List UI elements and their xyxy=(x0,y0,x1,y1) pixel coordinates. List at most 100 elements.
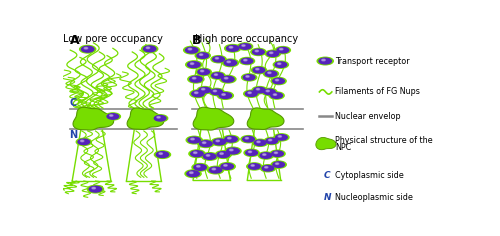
Circle shape xyxy=(274,94,276,95)
Circle shape xyxy=(82,46,94,52)
Circle shape xyxy=(146,47,150,49)
Circle shape xyxy=(273,162,284,167)
Text: Filaments of FG Nups: Filaments of FG Nups xyxy=(336,87,420,97)
Circle shape xyxy=(212,73,224,78)
Circle shape xyxy=(258,152,274,159)
Circle shape xyxy=(268,139,272,141)
Circle shape xyxy=(274,61,288,68)
Circle shape xyxy=(188,48,192,50)
Circle shape xyxy=(251,165,254,166)
Text: A: A xyxy=(70,34,79,47)
Circle shape xyxy=(190,76,202,82)
Circle shape xyxy=(211,56,226,63)
Circle shape xyxy=(202,88,205,90)
Circle shape xyxy=(266,90,270,92)
Circle shape xyxy=(210,167,222,173)
Circle shape xyxy=(262,154,266,155)
Circle shape xyxy=(196,165,200,167)
Circle shape xyxy=(241,136,256,143)
Circle shape xyxy=(226,45,239,51)
Circle shape xyxy=(191,151,203,157)
Circle shape xyxy=(275,62,286,67)
Circle shape xyxy=(212,138,228,146)
Circle shape xyxy=(84,47,87,49)
Circle shape xyxy=(252,139,268,146)
Circle shape xyxy=(198,69,209,75)
Circle shape xyxy=(271,161,286,168)
Text: N: N xyxy=(70,130,78,140)
Circle shape xyxy=(88,185,104,193)
Circle shape xyxy=(252,87,267,94)
Circle shape xyxy=(256,68,259,70)
Circle shape xyxy=(322,59,325,61)
Text: C: C xyxy=(324,171,330,180)
Circle shape xyxy=(271,93,282,98)
Circle shape xyxy=(154,116,166,121)
Circle shape xyxy=(159,153,162,154)
Circle shape xyxy=(221,164,234,169)
Circle shape xyxy=(254,140,266,146)
Text: NPC: NPC xyxy=(336,143,351,152)
Circle shape xyxy=(268,72,271,74)
Circle shape xyxy=(152,115,168,122)
Circle shape xyxy=(224,77,228,79)
Circle shape xyxy=(244,90,259,97)
Circle shape xyxy=(213,139,226,145)
Circle shape xyxy=(241,58,253,64)
Circle shape xyxy=(202,142,206,143)
Circle shape xyxy=(106,113,120,120)
Circle shape xyxy=(274,152,278,153)
Circle shape xyxy=(266,138,278,144)
Polygon shape xyxy=(127,108,164,130)
Circle shape xyxy=(219,93,232,98)
Circle shape xyxy=(248,92,252,93)
Circle shape xyxy=(220,76,236,83)
Circle shape xyxy=(256,88,260,90)
Circle shape xyxy=(212,56,224,62)
Circle shape xyxy=(245,137,248,139)
Circle shape xyxy=(156,152,168,157)
Circle shape xyxy=(240,44,251,49)
Text: B: B xyxy=(192,34,202,47)
Text: Nucleoplasmic side: Nucleoplasmic side xyxy=(336,193,413,202)
Circle shape xyxy=(257,141,260,143)
Circle shape xyxy=(208,166,224,174)
Circle shape xyxy=(264,167,268,168)
Text: High pore occupancy: High pore occupancy xyxy=(195,34,298,44)
Circle shape xyxy=(266,50,280,57)
Circle shape xyxy=(277,47,288,53)
Text: Physical structure of the: Physical structure of the xyxy=(336,135,433,145)
Circle shape xyxy=(244,59,247,61)
Circle shape xyxy=(260,165,276,172)
Circle shape xyxy=(223,135,239,143)
Circle shape xyxy=(190,90,206,97)
Circle shape xyxy=(190,63,194,64)
Circle shape xyxy=(255,50,258,52)
Circle shape xyxy=(252,49,264,55)
Circle shape xyxy=(227,148,239,154)
Circle shape xyxy=(270,52,273,54)
Circle shape xyxy=(317,57,334,65)
Circle shape xyxy=(271,77,286,84)
Circle shape xyxy=(254,87,266,93)
Circle shape xyxy=(216,140,220,142)
Circle shape xyxy=(186,136,202,144)
Circle shape xyxy=(214,74,218,75)
Circle shape xyxy=(251,48,266,55)
Circle shape xyxy=(197,53,208,58)
Circle shape xyxy=(217,92,234,99)
Polygon shape xyxy=(73,107,114,130)
Circle shape xyxy=(228,137,231,139)
Text: Transport receptor: Transport receptor xyxy=(336,57,410,66)
Circle shape xyxy=(76,138,92,145)
Circle shape xyxy=(269,92,284,99)
Circle shape xyxy=(216,151,232,158)
Circle shape xyxy=(274,134,289,141)
Circle shape xyxy=(267,51,278,56)
Circle shape xyxy=(242,45,245,46)
Circle shape xyxy=(188,76,204,83)
Circle shape xyxy=(187,171,200,177)
Circle shape xyxy=(244,149,259,156)
Circle shape xyxy=(110,115,113,116)
Circle shape xyxy=(80,140,84,142)
